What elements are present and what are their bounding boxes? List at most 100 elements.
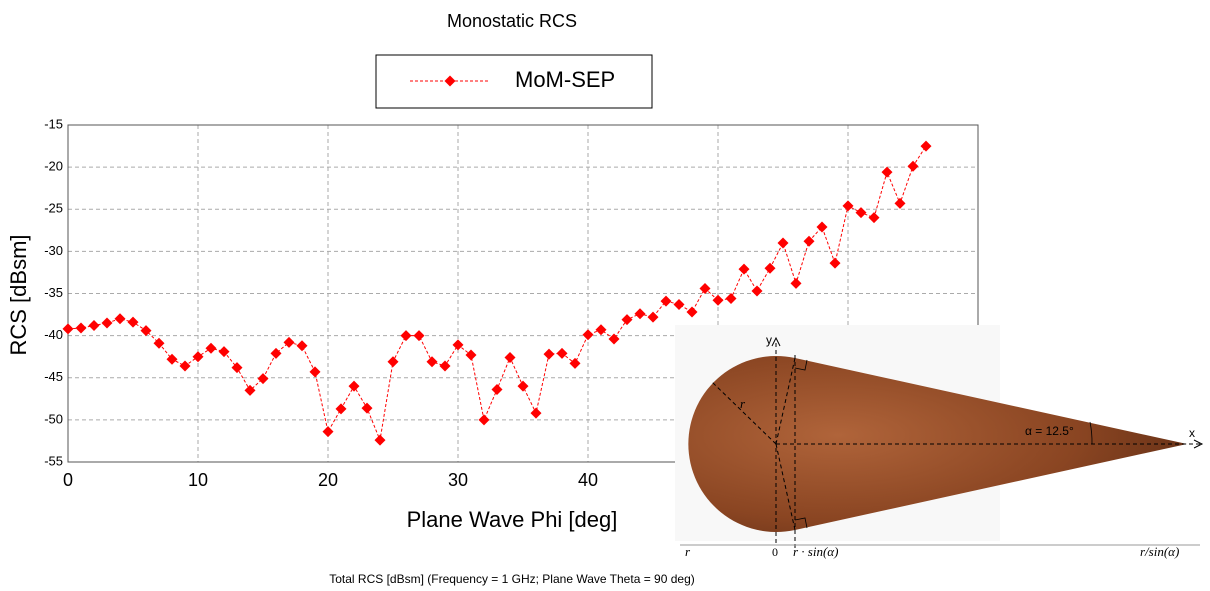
axis-label: y: [766, 333, 772, 347]
angle-label: α = 12.5°: [1025, 424, 1074, 438]
data-point: [530, 407, 542, 419]
data-point: [686, 306, 698, 318]
data-point: [543, 348, 555, 360]
data-point: [387, 356, 399, 368]
data-point: [270, 347, 282, 359]
data-point: [257, 373, 269, 385]
data-point: [569, 357, 581, 369]
data-point: [842, 200, 854, 212]
x-tick-label: 40: [578, 470, 598, 490]
data-point: [647, 311, 659, 323]
plot-area: -55-50-45-40-35-30-25-20-150102030405060…: [44, 116, 988, 489]
data-point: [829, 257, 841, 269]
legend-marker: [444, 75, 456, 87]
data-point: [660, 295, 672, 307]
bottom-label: r · sin(α): [793, 544, 838, 559]
y-tick-label: -25: [44, 201, 63, 216]
data-point: [166, 353, 178, 365]
data-point: [595, 324, 607, 336]
arrow: [771, 336, 781, 347]
data-point: [582, 329, 594, 341]
data-point: [361, 402, 373, 414]
data-point: [296, 340, 308, 352]
data-point: [309, 366, 321, 378]
x-tick-label: 0: [63, 470, 73, 490]
data-point: [439, 360, 451, 372]
data-point: [75, 322, 87, 334]
x-tick-label: 10: [188, 470, 208, 490]
data-point: [517, 380, 529, 392]
x-axis-label: Plane Wave Phi [deg]: [407, 507, 618, 532]
radius-line: [711, 381, 777, 445]
data-point: [205, 342, 217, 354]
y-tick-label: -45: [44, 369, 63, 384]
plot-frame: [67, 124, 979, 463]
data-point: [244, 384, 256, 396]
data-point: [751, 285, 763, 297]
data-point: [894, 197, 906, 209]
data-point: [803, 235, 815, 247]
y-tick-label: -15: [44, 116, 63, 131]
data-point: [218, 346, 230, 358]
legend-label: MoM-SEP: [515, 67, 615, 92]
data-point: [621, 314, 633, 326]
chart-title: Monostatic RCS: [447, 11, 577, 31]
inset-diagram: y x r α = 12.5° r 0 r · sin(α) r/sin(α): [675, 325, 1210, 571]
data-point: [283, 336, 295, 348]
y-tick-label: -50: [44, 411, 63, 426]
data-point: [712, 294, 724, 306]
data-point: [816, 221, 828, 233]
data-point: [764, 262, 776, 274]
data-point: [335, 403, 347, 415]
data-point: [62, 323, 74, 335]
data-point: [478, 414, 490, 426]
data-point: [374, 434, 386, 446]
radius-line: [775, 443, 796, 531]
data-point: [491, 384, 503, 396]
bottom-label: r/sin(α): [1140, 544, 1179, 559]
data-point: [465, 349, 477, 361]
data-point: [920, 140, 932, 152]
data-point: [634, 308, 646, 320]
y-tick-label: -20: [44, 159, 63, 174]
radius-line: [775, 357, 796, 445]
data-point: [738, 263, 750, 275]
data-point: [556, 347, 568, 359]
y-tick-label: -55: [44, 453, 63, 468]
y-tick-label: -35: [44, 285, 63, 300]
data-point: [413, 330, 425, 342]
data-point: [348, 380, 360, 392]
data-point: [790, 277, 802, 289]
y-axis-label: RCS [dBsm]: [6, 234, 31, 355]
data-point: [868, 212, 880, 224]
data-point: [101, 317, 113, 329]
data-point: [855, 207, 867, 219]
radius-label: r: [740, 396, 746, 411]
data-point: [725, 293, 737, 305]
data-point: [88, 320, 100, 332]
data-point: [907, 160, 919, 172]
data-point: [426, 356, 438, 368]
data-point: [192, 351, 204, 363]
x-tick-label: 30: [448, 470, 468, 490]
data-point: [114, 313, 126, 325]
data-point: [504, 352, 516, 364]
data-point: [400, 330, 412, 342]
data-point: [673, 298, 685, 310]
data-point: [699, 282, 711, 294]
data-point: [140, 325, 152, 337]
bottom-label: 0: [772, 545, 778, 559]
y-tick-label: -40: [44, 327, 63, 342]
data-point: [608, 333, 620, 345]
bottom-label: r: [685, 544, 691, 559]
x-tick-label: 20: [318, 470, 338, 490]
data-point: [777, 237, 789, 249]
data-point: [153, 337, 165, 349]
y-tick-label: -30: [44, 243, 63, 258]
data-point: [179, 360, 191, 372]
data-point: [322, 426, 334, 438]
angle-arc: [1089, 421, 1093, 445]
data-point: [881, 166, 893, 178]
data-point: [127, 316, 139, 328]
